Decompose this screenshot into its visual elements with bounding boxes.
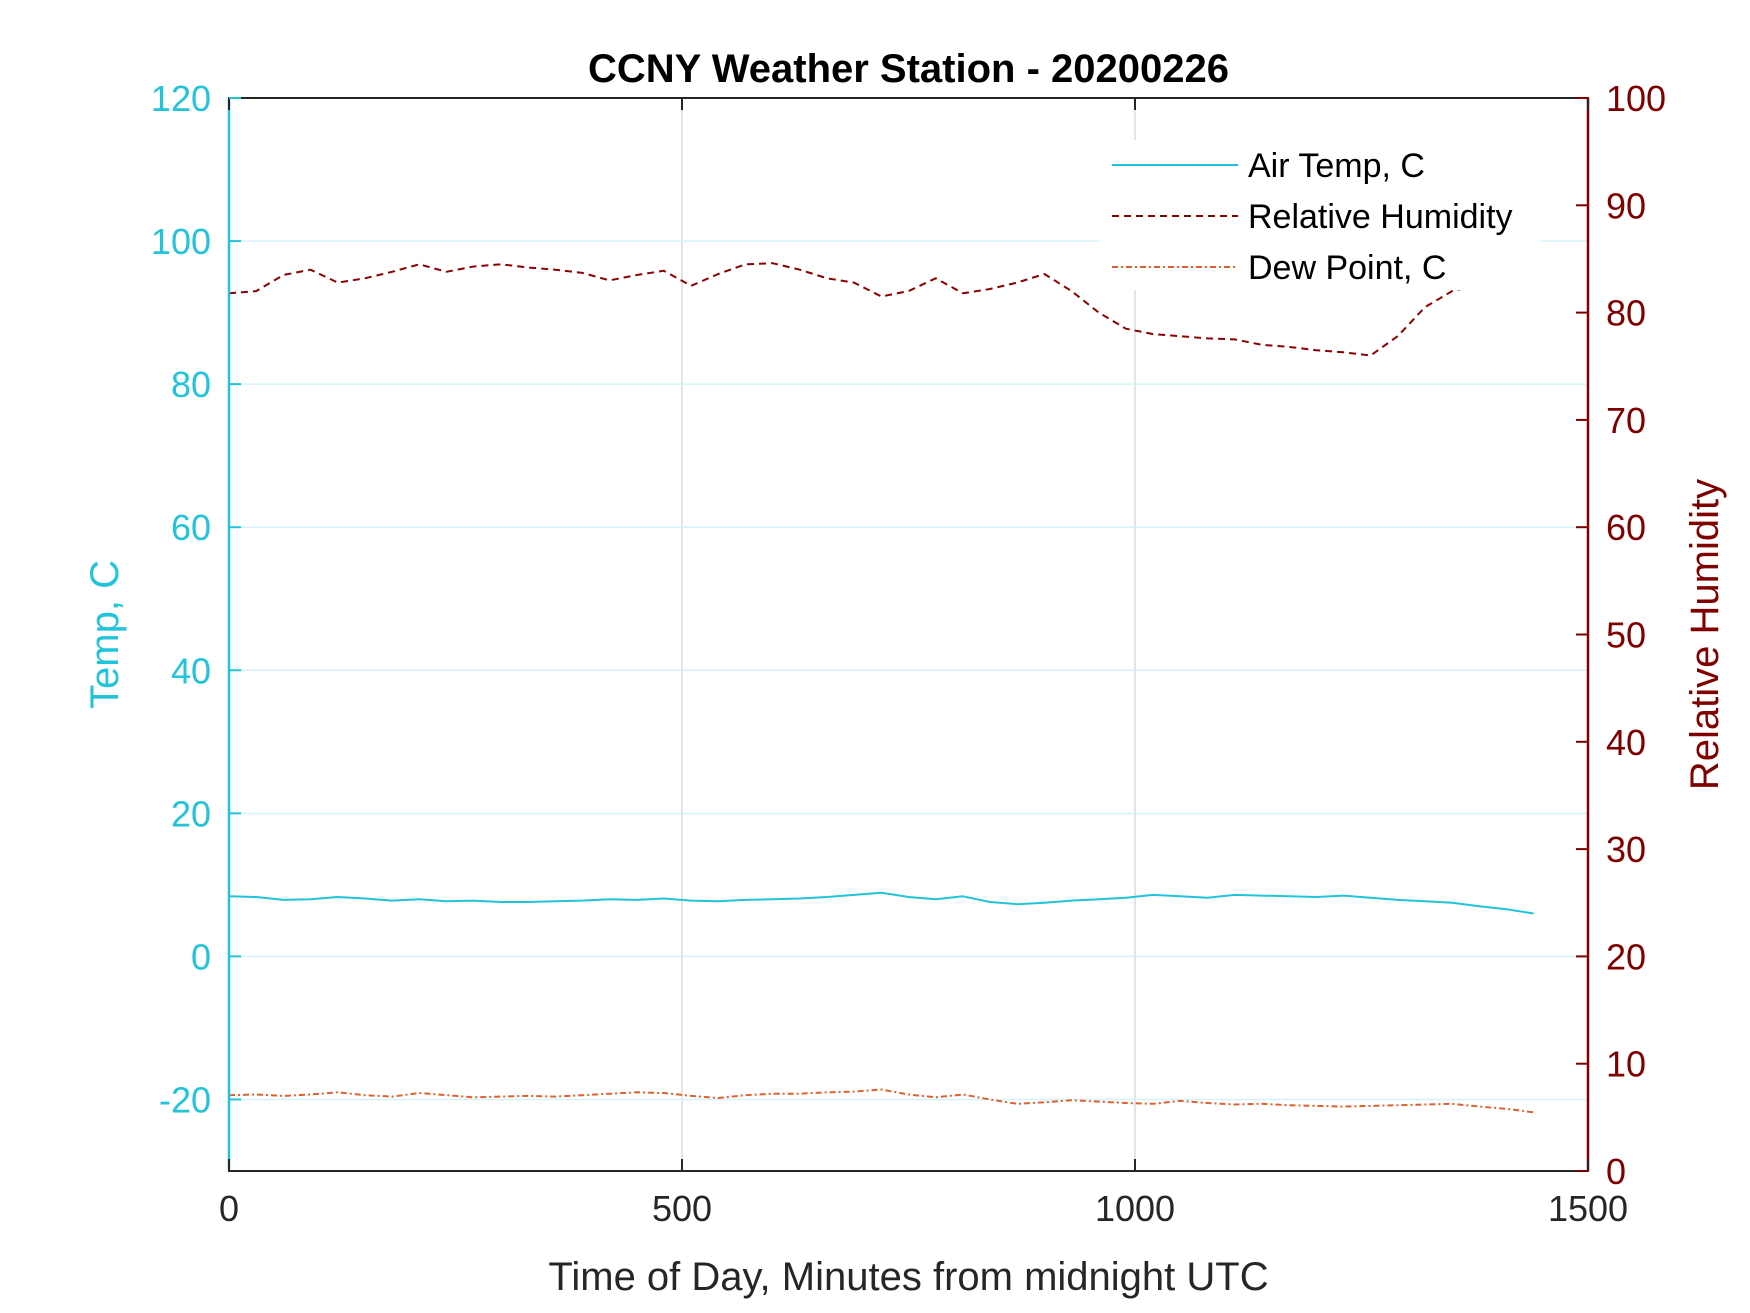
left-axis-label: Temp, C bbox=[83, 560, 127, 709]
left-tick-label: 20 bbox=[171, 793, 211, 834]
left-tick-label: 40 bbox=[171, 650, 211, 691]
x-tick-label: 1000 bbox=[1095, 1188, 1175, 1229]
right-tick-label: 0 bbox=[1606, 1151, 1626, 1192]
right-tick-label: 10 bbox=[1606, 1044, 1646, 1085]
right-tick-label: 30 bbox=[1606, 829, 1646, 870]
x-axis-ticks: 0 500 1000 1500 bbox=[219, 98, 1628, 1229]
x-tick-label: 500 bbox=[652, 1188, 712, 1229]
right-tick-label: 60 bbox=[1606, 507, 1646, 548]
x-tick-label: 1500 bbox=[1548, 1188, 1628, 1229]
right-axis-label: Relative Humidity bbox=[1683, 479, 1727, 790]
right-tick-label: 50 bbox=[1606, 615, 1646, 656]
left-tick-label: 60 bbox=[171, 507, 211, 548]
left-tick-label: 0 bbox=[191, 936, 211, 977]
series-line-dew-point bbox=[228, 1088, 1534, 1114]
right-tick-label: 80 bbox=[1606, 293, 1646, 334]
x-axis-label: Time of Day, Minutes from midnight UTC bbox=[548, 1255, 1268, 1299]
series-line-humidity bbox=[228, 262, 1534, 357]
legend: Air Temp, C Relative Humidity Dew Point,… bbox=[1100, 140, 1540, 290]
left-tick-label: 120 bbox=[151, 78, 211, 119]
series-line-air-temp bbox=[228, 891, 1534, 915]
right-tick-label: 100 bbox=[1606, 78, 1666, 119]
left-tick-label: 80 bbox=[171, 364, 211, 405]
legend-label-dew-point: Dew Point, C bbox=[1248, 249, 1446, 287]
left-axis-ticks: -20 0 20 40 60 80 100 120 bbox=[151, 78, 241, 1120]
x-tick-label: 0 bbox=[219, 1188, 239, 1229]
left-tick-label: -20 bbox=[159, 1079, 211, 1120]
legend-label-air-temp: Air Temp, C bbox=[1248, 147, 1425, 185]
right-tick-label: 70 bbox=[1606, 400, 1646, 441]
series-lines bbox=[228, 262, 1534, 1114]
right-tick-label: 20 bbox=[1606, 936, 1646, 977]
right-tick-label: 90 bbox=[1606, 185, 1646, 226]
right-tick-label: 40 bbox=[1606, 722, 1646, 763]
legend-label-humidity: Relative Humidity bbox=[1248, 198, 1513, 236]
right-axis-ticks: 0 10 20 30 40 50 60 70 80 90 100 bbox=[1576, 78, 1666, 1192]
chart-title: CCNY Weather Station - 20200226 bbox=[588, 47, 1229, 91]
left-tick-label: 100 bbox=[151, 221, 211, 262]
